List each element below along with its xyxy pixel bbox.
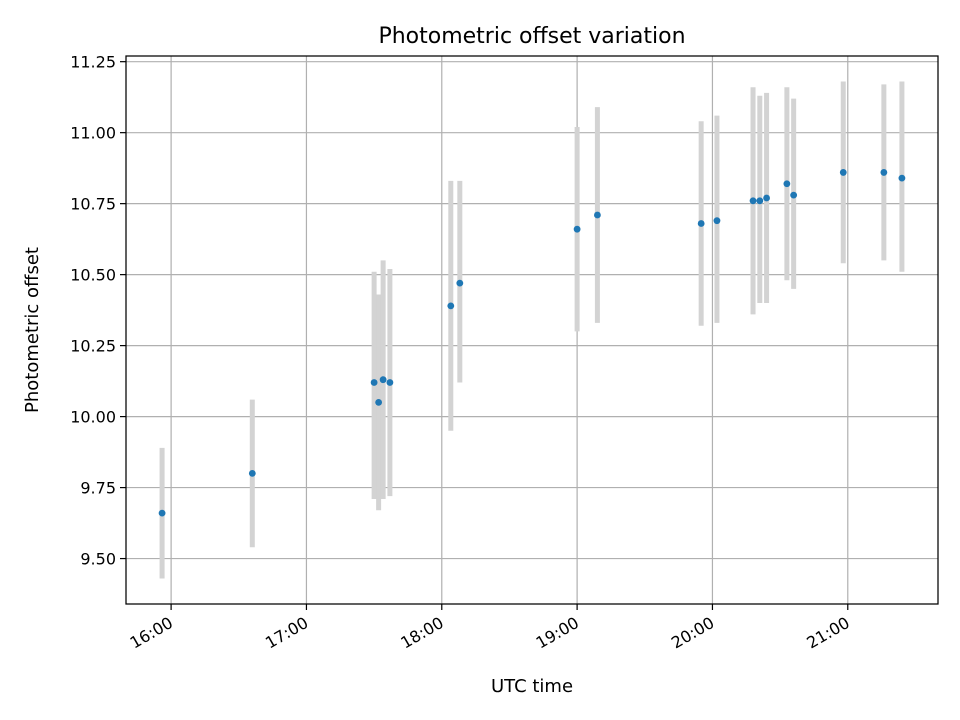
data-point — [790, 191, 798, 199]
data-point — [248, 469, 256, 477]
data-point — [839, 169, 847, 176]
grid-layer — [126, 56, 938, 604]
y-tick-label: 10.50 — [70, 266, 116, 285]
x-axis-label: UTC time — [491, 676, 573, 697]
y-tick-label: 11.00 — [70, 124, 116, 143]
y-tick-label: 10.00 — [70, 408, 116, 427]
y-tick-label: 9.75 — [80, 479, 116, 498]
data-point — [375, 399, 383, 406]
data-point — [713, 217, 721, 225]
data-point — [697, 220, 705, 227]
data-point — [763, 194, 770, 202]
data-point — [749, 197, 757, 205]
data-point — [594, 211, 601, 219]
y-axis-label: Photometric offset — [22, 247, 43, 413]
data-point — [756, 197, 764, 205]
y-tick-label: 9.50 — [80, 550, 116, 569]
data-point — [447, 302, 455, 310]
point-layer — [158, 169, 906, 517]
y-tick-label: 10.25 — [70, 337, 116, 356]
data-point — [898, 174, 906, 182]
y-tick-label: 10.75 — [70, 195, 116, 214]
plot-frame — [125, 55, 939, 605]
data-point — [880, 169, 888, 176]
y-tick-label: 11.25 — [70, 53, 116, 72]
data-point — [158, 509, 166, 517]
chart-title: Photometric offset variation — [378, 24, 685, 49]
data-point — [370, 379, 378, 386]
data-point — [783, 180, 791, 188]
data-point — [379, 376, 387, 384]
data-point — [386, 379, 394, 386]
data-point — [573, 225, 581, 233]
data-point — [456, 279, 464, 287]
